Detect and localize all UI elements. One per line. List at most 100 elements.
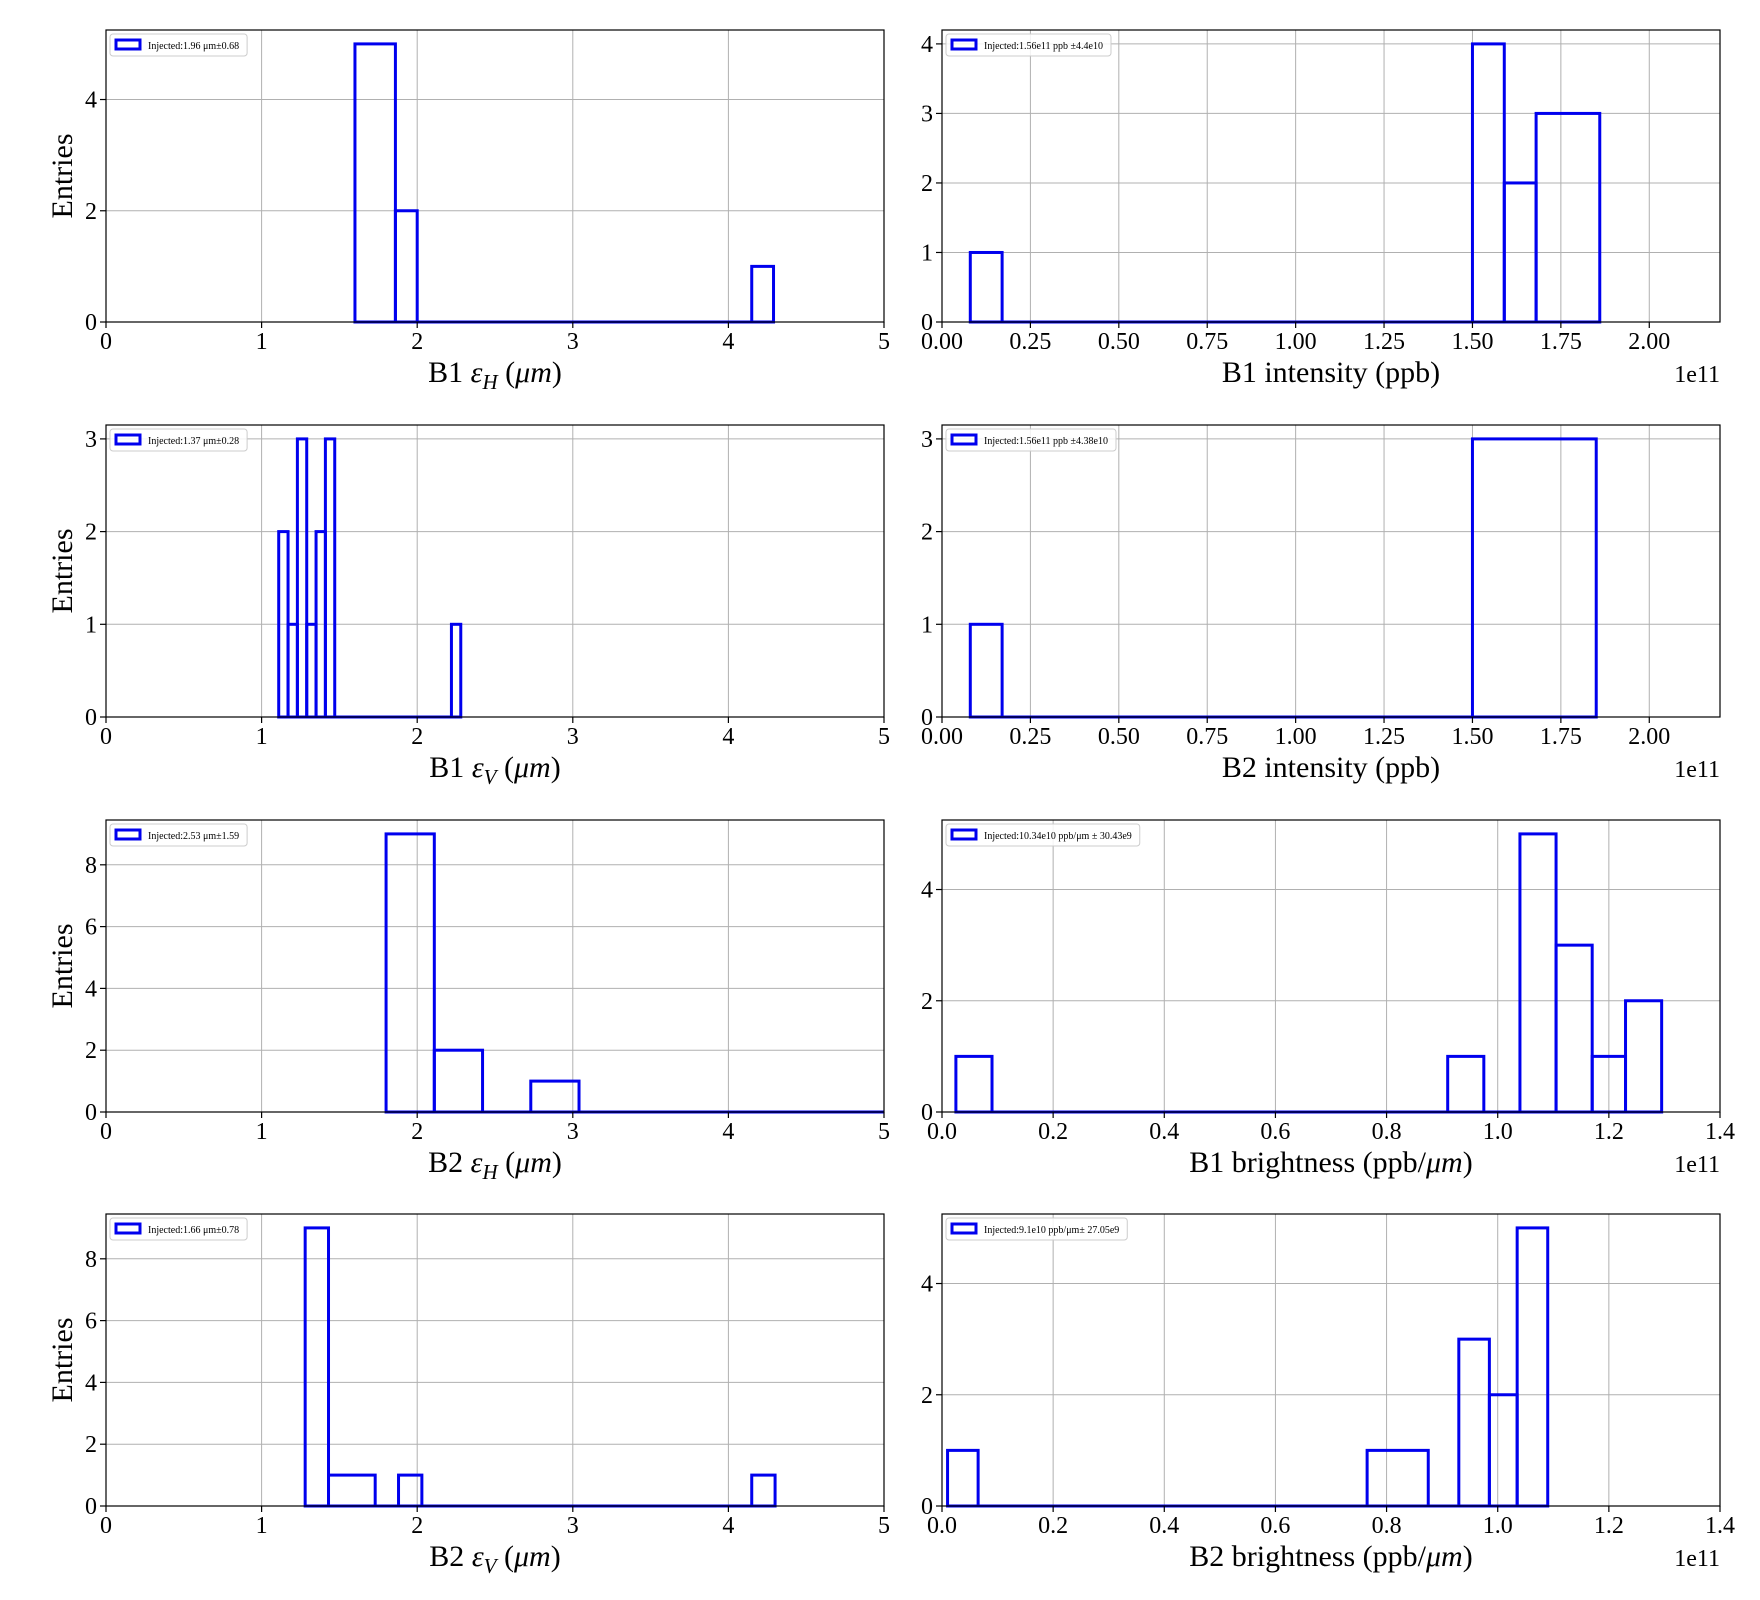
x-tick-label: 3 <box>567 1513 579 1539</box>
x-tick-label: 0 <box>100 1513 112 1539</box>
axes-frame <box>105 819 885 1113</box>
legend: Injected:1.37 μm±0.28 <box>109 428 248 452</box>
axis-label-part: ε <box>471 356 483 389</box>
histogram-panel-6: 0.0 0.2 0.4 0.6 0.8 1.0 1.2 1.4 0 2 4 B1 brightness… <box>921 819 1735 1179</box>
y-tick-label: 4 <box>85 88 97 114</box>
axis-label-part: μm <box>513 751 551 784</box>
x-axis-label: B1 brightness (ppb/μm) <box>1189 1146 1472 1179</box>
histogram-panel-7: 0 1 2 3 4 5 0 2 4 6 8 B2 εV (μm) Entries Injected:1.6… <box>46 1213 890 1578</box>
legend-label: Injected:1.56e11 ppb ±4.4e10 <box>984 41 1103 52</box>
axis-label-part: ε <box>471 1146 483 1179</box>
legend-label: Injected:1.96 μm±0.68 <box>148 41 239 52</box>
axes-frame <box>105 424 885 718</box>
histogram-bin <box>432 1048 485 1114</box>
histogram-panel-2: 0.00 0.25 0.50 0.75 1.00 1.25 1.50 1.75 2.00 0 1 2 3… <box>921 29 1721 389</box>
x-tick-label: 4 <box>722 724 734 750</box>
x-tick-label: 0.8 <box>1372 1513 1402 1539</box>
legend: Injected:10.34e10 ppb/μm ± 30.43e9 <box>945 823 1141 847</box>
legend-box <box>945 428 1117 452</box>
legend-swatch <box>114 433 142 446</box>
legend: Injected:2.53 μm±1.59 <box>109 823 248 847</box>
histogram-bin <box>397 1473 424 1508</box>
x-tick-label: 1.4 <box>1705 1119 1735 1145</box>
axes-frame <box>941 29 1721 323</box>
histogram-bin <box>1624 999 1664 1114</box>
x-tick-label: 2 <box>411 1513 423 1539</box>
legend-label: Injected:9.1e10 ppb/μm± 27.05e9 <box>984 1225 1119 1236</box>
axis-label-part: B1 <box>429 751 472 784</box>
x-tick-label: 2.00 <box>1628 329 1670 355</box>
histogram-bin <box>750 264 776 324</box>
x-tick-label: 0.4 <box>1149 1513 1179 1539</box>
histogram-panel-1: 0 1 2 3 4 5 0 2 4 B1 εH (μm) Entries Injected:1.96 … <box>46 29 890 394</box>
legend-label: Injected:2.53 μm±1.59 <box>148 831 239 842</box>
x-axis-offset-label: 1e11 <box>1674 1152 1720 1178</box>
x-axis-label: B1 εV (μm) <box>429 751 560 789</box>
y-tick-label: 2 <box>921 520 933 546</box>
x-tick-label: 1.0 <box>1483 1119 1513 1145</box>
legend-label: Injected:1.37 μm±0.28 <box>148 436 239 447</box>
histogram-bin <box>393 209 419 324</box>
axis-label-part: ) <box>552 1146 562 1179</box>
axis-label-part: ( <box>498 356 516 389</box>
histogram-bin <box>1365 1448 1430 1508</box>
histogram-bin <box>946 1448 980 1508</box>
legend: Injected:1.96 μm±0.68 <box>109 33 248 57</box>
axis-label-part: ) <box>552 356 562 389</box>
x-tick-label: 4 <box>722 1513 734 1539</box>
x-tick-label: 0.6 <box>1260 1513 1290 1539</box>
legend: Injected:1.56e11 ppb ±4.38e10 <box>945 428 1117 452</box>
axis-label-part: ) <box>551 1540 561 1573</box>
y-tick-label: 4 <box>921 878 933 904</box>
y-tick-label: 0 <box>921 1100 933 1126</box>
y-tick-label: 1 <box>921 240 933 266</box>
y-tick-label: 4 <box>921 32 933 58</box>
x-axis-label: B2 brightness (ppb/μm) <box>1189 1540 1472 1573</box>
legend-box <box>945 1217 1128 1241</box>
x-tick-label: 1.2 <box>1594 1513 1624 1539</box>
y-tick-label: 3 <box>921 427 933 453</box>
y-tick-label: 2 <box>85 1038 97 1064</box>
axis-label-part: V <box>484 765 499 789</box>
x-tick-label: 3 <box>567 1119 579 1145</box>
legend-box <box>945 33 1112 57</box>
x-axis-label: B1 intensity (ppb) <box>1222 356 1440 389</box>
axis-label-part: ) <box>551 751 561 784</box>
histogram-bin <box>1518 832 1558 1114</box>
x-tick-label: 0 <box>100 1119 112 1145</box>
x-tick-label: 3 <box>567 329 579 355</box>
y-tick-label: 0 <box>85 705 97 731</box>
histogram-panel-3: 0 1 2 3 4 5 0 1 2 3 B1 εV (μm) Entries Injected:1.37… <box>46 424 890 789</box>
y-tick-label: 2 <box>85 199 97 225</box>
y-tick-label: 0 <box>921 310 933 336</box>
x-tick-label: 0.50 <box>1098 724 1140 750</box>
x-tick-label: 2 <box>411 724 423 750</box>
axis-label-part: H <box>481 1160 499 1184</box>
y-tick-label: 8 <box>85 1247 97 1273</box>
y-tick-label: 2 <box>85 1432 97 1458</box>
histogram-bin <box>750 1473 777 1508</box>
y-tick-label: 0 <box>85 1100 97 1126</box>
x-tick-label: 5 <box>878 724 890 750</box>
axis-label-part: ε <box>472 751 484 784</box>
axis-label-part: B2 <box>429 1540 472 1573</box>
histogram-bin <box>323 437 337 719</box>
x-tick-label: 1.00 <box>1275 329 1317 355</box>
legend-label: Injected:1.66 μm±0.78 <box>148 1225 239 1236</box>
y-tick-label: 6 <box>85 1309 97 1335</box>
y-axis-label: Entries <box>46 924 79 1009</box>
x-tick-label: 0.00 <box>921 724 963 750</box>
y-axis-label: Entries <box>46 529 79 614</box>
y-tick-label: 2 <box>921 1383 933 1409</box>
x-tick-label: 0.0 <box>927 1513 957 1539</box>
axis-label-part: ε <box>472 1540 484 1573</box>
axis-label-part: B2 <box>428 1146 471 1179</box>
x-axis-offset-label: 1e11 <box>1674 362 1720 388</box>
x-tick-label: 5 <box>878 1513 890 1539</box>
legend-swatch <box>950 433 978 446</box>
y-tick-label: 0 <box>921 705 933 731</box>
x-axis-label: B2 εH (μm) <box>428 1146 562 1184</box>
x-tick-label: 0.0 <box>927 1119 957 1145</box>
axis-label-part: ( <box>496 751 514 784</box>
